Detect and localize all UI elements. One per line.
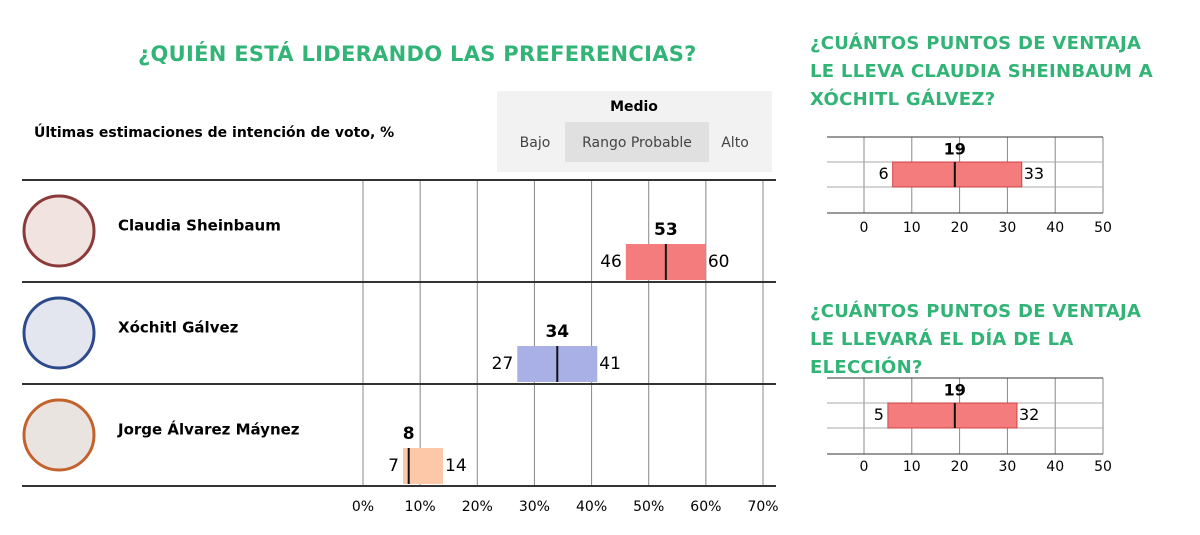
avatar (22, 398, 96, 472)
high-label: 41 (599, 354, 621, 374)
legend-title: Medio (610, 99, 658, 115)
x-tick-label: 10 (903, 459, 921, 475)
x-tick-label: 30 (998, 220, 1016, 236)
x-tick-label: 40 (1046, 220, 1064, 236)
category-label: Jorge Álvarez Máynez (117, 420, 300, 439)
x-tick-label: 0 (860, 459, 869, 475)
x-tick-label: 50% (633, 499, 664, 515)
high-label: 32 (1019, 405, 1039, 424)
avatar (22, 194, 96, 268)
high-label: 33 (1024, 164, 1044, 183)
avatars (22, 194, 96, 472)
x-tick-label: 10 (903, 220, 921, 236)
x-tick-label: 20% (462, 499, 493, 515)
range-bar (892, 161, 1023, 188)
chart-subtitle: Últimas estimaciones de intención de vot… (34, 123, 394, 141)
high-label: 14 (445, 456, 467, 476)
x-tick-label: 30 (998, 459, 1016, 475)
x-tick-label: 0% (352, 499, 374, 515)
category-label: Xóchitl Gálvez (118, 319, 239, 337)
high-label: 60 (708, 252, 730, 272)
x-tick-label: 50 (1094, 459, 1112, 475)
low-label: 7 (388, 456, 399, 476)
mid-label: 19 (944, 140, 966, 159)
x-tick-label: 40% (576, 499, 607, 515)
mid-label: 34 (545, 322, 569, 342)
low-label: 27 (492, 354, 514, 374)
low-label: 6 (878, 164, 888, 183)
avatar (22, 296, 96, 370)
legend-low: Bajo (520, 135, 551, 151)
range-bar (887, 402, 1018, 429)
low-label: 5 (874, 405, 884, 424)
x-tick-label: 20 (951, 220, 969, 236)
mid-label: 19 (944, 381, 966, 400)
chart-title: ¿QUIÉN ESTÁ LIDERANDO LAS PREFERENCIAS? (138, 42, 697, 66)
chart-title: ¿CUÁNTOS PUNTOS DE VENTAJA LE LLEVARÁ EL… (810, 301, 1142, 378)
category-label: Claudia Sheinbaum (118, 217, 281, 235)
mid-label: 53 (654, 220, 678, 240)
x-tick-label: 60% (690, 499, 721, 515)
legend-range-box (565, 122, 709, 162)
chart-title: ¿CUÁNTOS PUNTOS DE VENTAJA LE LLEVA CLAU… (810, 33, 1153, 110)
legend-high: Alto (721, 135, 749, 151)
x-tick-label: 10% (405, 499, 436, 515)
x-tick-label: 70% (747, 499, 778, 515)
x-tick-label: 20 (951, 459, 969, 475)
mid-label: 8 (403, 424, 415, 444)
x-tick-label: 50 (1094, 220, 1112, 236)
x-tick-label: 0 (860, 220, 869, 236)
legend-range: Rango Probable (582, 135, 692, 151)
x-tick-label: 40 (1046, 459, 1064, 475)
x-tick-label: 30% (519, 499, 550, 515)
low-label: 46 (600, 252, 622, 272)
